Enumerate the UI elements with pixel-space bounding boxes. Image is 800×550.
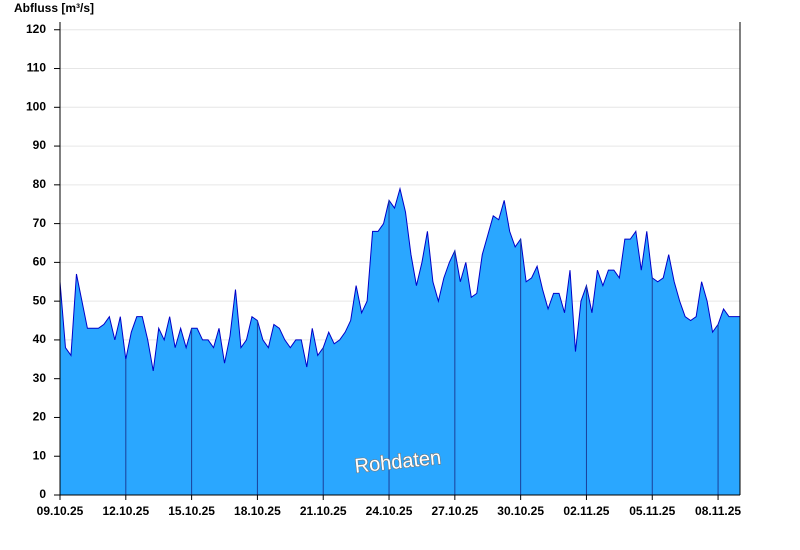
x-tick-label: 09.10.25: [37, 504, 84, 518]
y-tick-label: 40: [33, 332, 47, 346]
y-tick-label: 70: [33, 216, 47, 230]
y-tick-label: 100: [26, 99, 46, 113]
x-tick-label: 02.11.25: [563, 504, 609, 518]
x-tick-label: 15.10.25: [168, 504, 215, 518]
line: [59, 186, 740, 372]
x-tick-label: 08.11.25: [695, 504, 741, 518]
y-tick-label: 30: [33, 371, 47, 385]
chart-title: Abfluss [m³/s]: [14, 1, 94, 15]
y-tick-label: 20: [33, 410, 47, 424]
area: [60, 188, 740, 495]
y-tick-label: 90: [33, 138, 47, 152]
x-tick-label: 27.10.25: [431, 504, 478, 518]
x-tick-label: 24.10.25: [366, 504, 413, 518]
y-tick-label: 10: [33, 448, 47, 462]
y-tick-label: 50: [33, 293, 47, 307]
x-tick-label: 30.10.25: [497, 504, 544, 518]
y-tick-label: 120: [26, 22, 46, 36]
y-tick-label: 110: [27, 61, 47, 75]
x-tick-label: 05.11.25: [629, 504, 675, 518]
y-tick-label: 80: [33, 177, 47, 191]
y-tick-label: 0: [39, 487, 46, 501]
x-tick-label: 21.10.25: [300, 504, 347, 518]
y-tick-label: 60: [33, 255, 47, 269]
x-tick-label: 12.10.25: [102, 504, 149, 518]
x-tick-label: 18.10.25: [234, 504, 281, 518]
